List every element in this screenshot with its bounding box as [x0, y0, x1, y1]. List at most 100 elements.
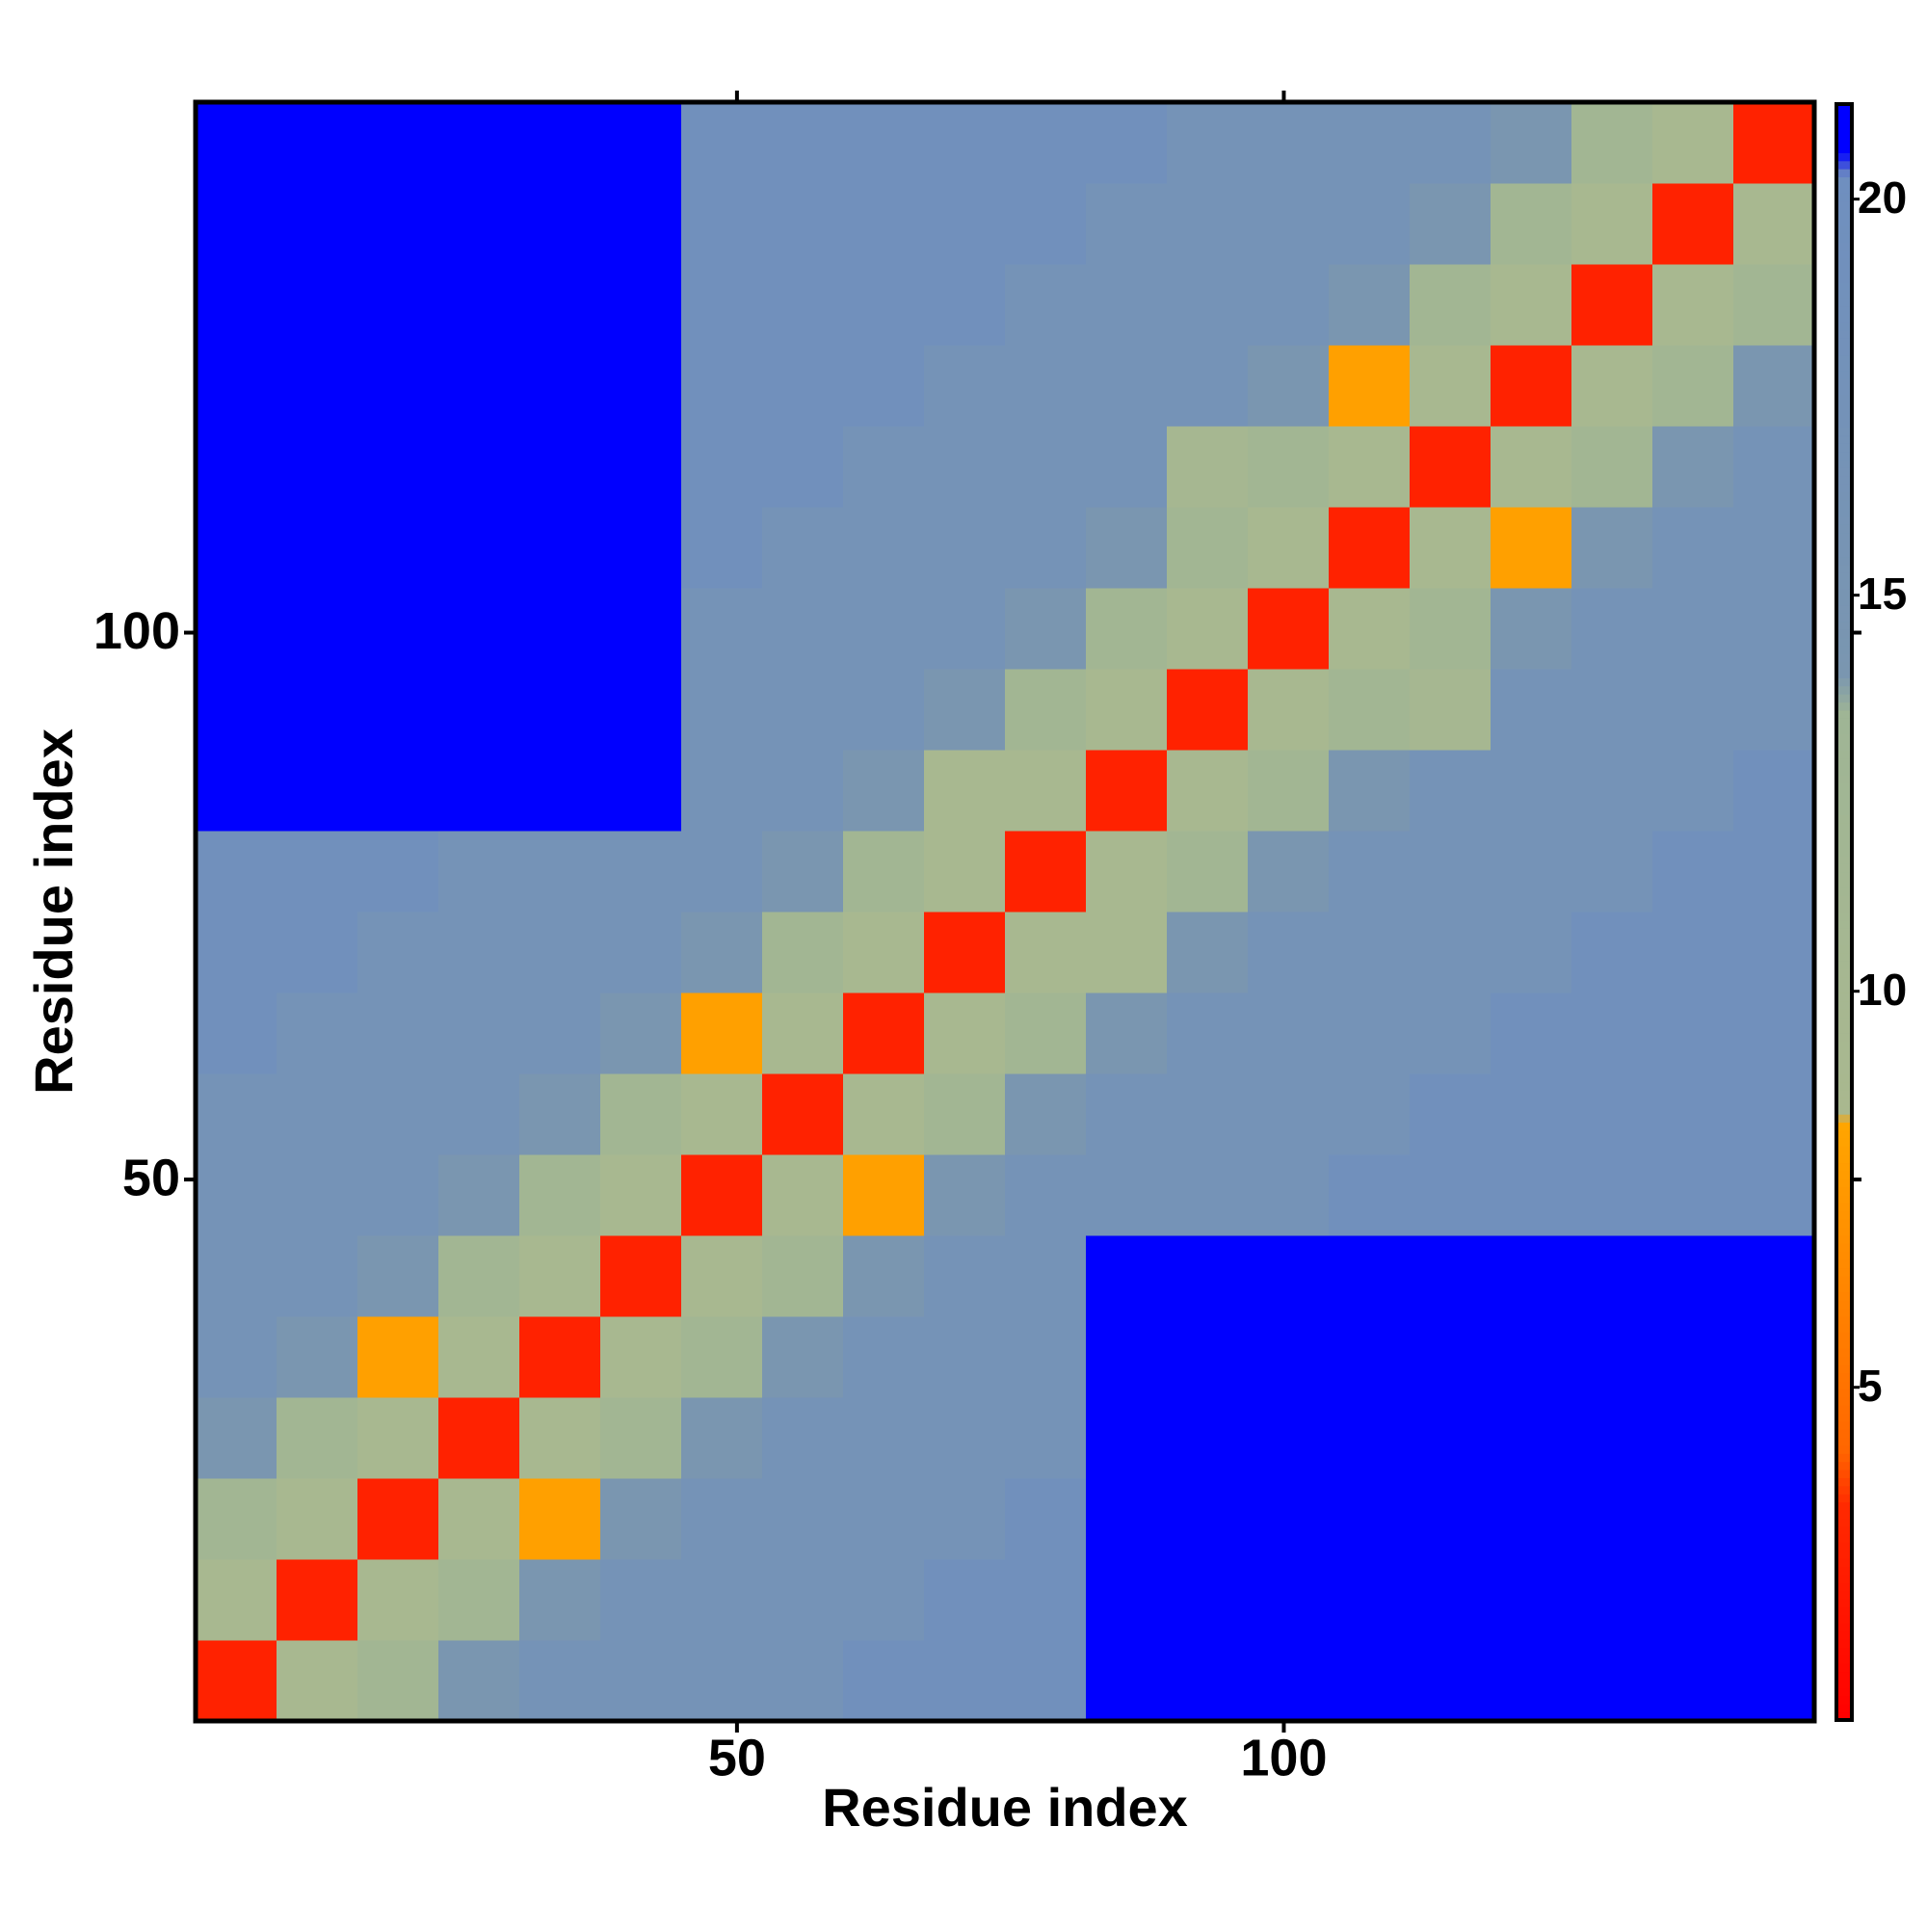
- heatmap-cell: [519, 1640, 601, 1722]
- heatmap-cell: [1571, 831, 1653, 913]
- colorbar-segment: [1836, 1429, 1852, 1439]
- colorbar-tick-label: 20: [1858, 172, 1907, 223]
- heatmap-cell: [357, 912, 439, 993]
- heatmap-cell: [924, 1235, 1006, 1317]
- heatmap-cell: [1652, 1316, 1734, 1398]
- heatmap-cell: [1652, 183, 1734, 265]
- heatmap-cell: [519, 588, 601, 670]
- colorbar-segment: [1836, 1582, 1852, 1592]
- colorbar-segment: [1836, 1695, 1852, 1705]
- heatmap-cell: [924, 1559, 1006, 1641]
- heatmap-cell: [196, 1559, 277, 1641]
- colorbar-segment: [1836, 1081, 1852, 1091]
- colorbar-segment: [1836, 1178, 1852, 1188]
- heatmap-cell: [1248, 507, 1330, 589]
- heatmap-cell: [1652, 912, 1734, 993]
- heatmap-cell: [1571, 264, 1653, 346]
- heatmap-cell: [519, 1154, 601, 1236]
- heatmap-cell: [1167, 345, 1249, 427]
- heatmap-cell: [1652, 1073, 1734, 1155]
- heatmap-cell: [438, 1316, 520, 1398]
- heatmap-cell: [277, 669, 358, 751]
- heatmap-cell: [762, 831, 844, 913]
- heatmap-cell: [762, 183, 844, 265]
- heatmap-cell: [1086, 912, 1168, 993]
- heatmap-cell: [1571, 1397, 1653, 1479]
- colorbar-segment: [1836, 1671, 1852, 1681]
- heatmap-cell: [1652, 1397, 1734, 1479]
- heatmap-cell: [600, 992, 682, 1074]
- colorbar-segment: [1836, 790, 1852, 800]
- heatmap-cell: [196, 1478, 277, 1560]
- colorbar-segment: [1836, 960, 1852, 969]
- heatmap-cell: [681, 1640, 763, 1722]
- colorbar-segment: [1836, 1154, 1852, 1164]
- heatmap-cell: [1248, 1316, 1330, 1398]
- heatmap-cell: [1571, 507, 1653, 589]
- heatmap-cell: [843, 831, 925, 913]
- heatmap-cell: [1410, 1397, 1491, 1479]
- heatmap-cell: [681, 1478, 763, 1560]
- colorbar-segment: [1836, 1089, 1852, 1098]
- colorbar-segment: [1836, 1227, 1852, 1236]
- y-axis-label: Residue index: [23, 728, 84, 1095]
- colorbar-segment: [1836, 1485, 1852, 1495]
- heatmap-cell: [1329, 992, 1411, 1074]
- heatmap-cell: [1652, 831, 1734, 913]
- heatmap-cell: [1571, 1640, 1653, 1722]
- heatmap-cells: [196, 102, 1815, 1722]
- x-tick-label: 100: [1240, 1729, 1327, 1786]
- heatmap-cell: [600, 1640, 682, 1722]
- heatmap-cell: [924, 1073, 1006, 1155]
- heatmap-cell: [600, 1559, 682, 1641]
- colorbar-segment: [1836, 1114, 1852, 1124]
- colorbar-segment: [1836, 1129, 1852, 1139]
- colorbar-segment: [1836, 249, 1852, 258]
- colorbar-segment: [1836, 1542, 1852, 1551]
- heatmap-cell: [519, 426, 601, 508]
- heatmap-cell: [1329, 1154, 1411, 1236]
- heatmap-cell: [1086, 992, 1168, 1074]
- heatmap-cell: [277, 588, 358, 670]
- heatmap-cell: [1248, 264, 1330, 346]
- heatmap-cell: [196, 992, 277, 1074]
- colorbar-segment: [1836, 661, 1852, 671]
- heatmap-cell: [1571, 345, 1653, 427]
- heatmap-cell: [600, 426, 682, 508]
- heatmap-cell: [1329, 1316, 1411, 1398]
- heatmap-cell: [1571, 1073, 1653, 1155]
- colorbar-segment: [1836, 1186, 1852, 1196]
- colorbar-segment: [1836, 1413, 1852, 1422]
- colorbar-segment: [1836, 1243, 1852, 1253]
- colorbar-segment: [1836, 879, 1852, 888]
- heatmap-cell: [1329, 507, 1411, 589]
- colorbar-segment: [1836, 1033, 1852, 1043]
- heatmap-cell: [681, 992, 763, 1074]
- colorbar-frame: [1835, 102, 1854, 1722]
- heatmap-cell: [1329, 102, 1411, 184]
- heatmap-cell: [1086, 588, 1168, 670]
- heatmap-cell: [1086, 507, 1168, 589]
- heatmap-cell: [1005, 1640, 1087, 1722]
- colorbar-segment: [1836, 1308, 1852, 1317]
- heatmap-cell: [1491, 1235, 1572, 1317]
- heatmap-cell: [1410, 1154, 1491, 1236]
- colorbar-segment: [1836, 516, 1852, 525]
- colorbar-segment: [1836, 1614, 1852, 1624]
- heatmap-cell: [1248, 1073, 1330, 1155]
- heatmap-cell: [924, 1397, 1006, 1479]
- colorbar-segment: [1836, 443, 1852, 453]
- colorbar-segment: [1836, 1146, 1852, 1155]
- colorbar-segment: [1836, 1469, 1852, 1479]
- heatmap-cell: [762, 1640, 844, 1722]
- colorbar-segment: [1836, 499, 1852, 509]
- heatmap-cell: [1329, 1235, 1411, 1317]
- colorbar-segment: [1836, 823, 1852, 833]
- colorbar-segment: [1836, 314, 1852, 323]
- heatmap-cell: [1410, 750, 1491, 832]
- colorbar-segment: [1836, 580, 1852, 590]
- heatmap-cell: [924, 1478, 1006, 1560]
- colorbar-segment: [1836, 1138, 1852, 1148]
- colorbar-segment: [1836, 1380, 1852, 1389]
- heatmap-cell: [1086, 264, 1168, 346]
